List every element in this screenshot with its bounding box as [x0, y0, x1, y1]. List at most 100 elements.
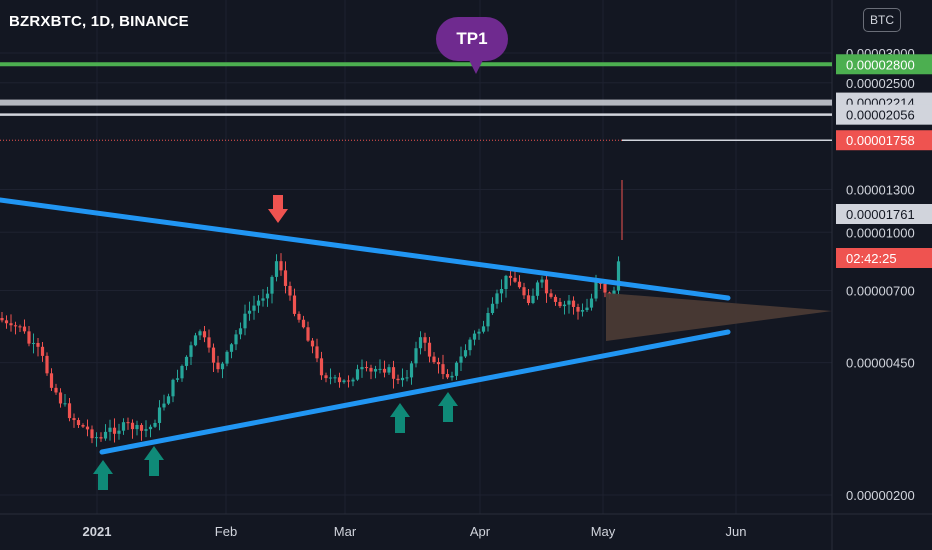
candle	[18, 324, 22, 333]
level-tag-bg	[836, 104, 932, 125]
candle	[247, 301, 252, 321]
candle	[175, 369, 180, 383]
candle-body	[513, 277, 517, 282]
candle-body	[229, 344, 234, 352]
candle	[261, 289, 265, 307]
candle	[306, 321, 310, 342]
candle-body	[202, 331, 207, 338]
candle-body	[274, 261, 279, 277]
candle-body	[576, 306, 580, 312]
candle-body	[148, 426, 153, 430]
candle	[193, 332, 198, 347]
candle-body	[553, 296, 558, 302]
candle-body	[450, 375, 454, 378]
candle-body	[207, 337, 211, 348]
candle-body	[364, 367, 369, 369]
candle-body	[459, 356, 463, 363]
time-tick-label: Apr	[470, 524, 491, 539]
candle-body	[67, 403, 72, 419]
candle	[364, 361, 369, 372]
candle	[580, 303, 585, 317]
candle-body	[382, 368, 387, 373]
candle-body	[49, 373, 54, 388]
candle-body	[121, 422, 126, 431]
candle-body	[189, 345, 193, 357]
candle-body	[252, 305, 256, 311]
time-tick-label: Mar	[334, 524, 357, 539]
countdown-tag-bg	[836, 248, 932, 268]
candle	[49, 368, 54, 391]
candle-body	[351, 379, 355, 382]
candle	[400, 368, 405, 387]
candle	[202, 325, 207, 343]
candle-body	[261, 298, 265, 301]
candle	[324, 372, 328, 383]
candle	[387, 364, 391, 375]
target-level-tag: 0.00002800	[846, 57, 915, 72]
candle-body	[139, 424, 144, 431]
candle-body	[328, 377, 333, 379]
target-level-tag-bg	[836, 54, 932, 75]
candle	[216, 355, 220, 373]
candle-body	[180, 365, 184, 379]
candle-body	[153, 422, 157, 427]
candle-body	[193, 335, 198, 346]
candle	[207, 329, 211, 353]
candle-body	[373, 368, 378, 372]
candle	[499, 279, 504, 303]
time-tick-label: Jun	[726, 524, 747, 539]
candle	[126, 417, 130, 430]
candle	[378, 359, 382, 374]
candle	[288, 281, 292, 301]
candle-body	[130, 422, 135, 430]
candle-body	[360, 367, 364, 370]
candle-body	[175, 378, 180, 380]
candle-body	[486, 313, 490, 327]
candle	[544, 273, 549, 303]
candle-body	[184, 356, 189, 366]
candle-body	[9, 323, 13, 326]
candle-body	[162, 403, 166, 408]
candle-body	[166, 396, 171, 404]
candle	[333, 374, 337, 383]
buy-arrow-marker	[93, 460, 113, 490]
candle-body	[445, 374, 450, 378]
arrow-up-icon	[438, 392, 458, 422]
time-axis: 2021 Feb Mar Apr May Jun	[83, 524, 747, 539]
candle-body	[324, 375, 328, 379]
last-price-tag-bg	[836, 130, 932, 151]
candle-body	[342, 380, 346, 383]
candle-body	[238, 328, 243, 335]
candle-body	[540, 279, 544, 283]
candle	[486, 307, 490, 332]
candle-body	[517, 281, 522, 288]
candle	[360, 359, 364, 378]
candle	[94, 432, 99, 447]
tp-annotation-tail	[468, 58, 484, 74]
candle	[522, 282, 526, 299]
candle	[40, 342, 45, 362]
time-tick-label: Feb	[215, 524, 237, 539]
candle-body	[54, 387, 58, 393]
currency-badge[interactable]: BTC	[863, 8, 901, 32]
candle-body	[306, 327, 310, 341]
candle-body	[585, 307, 589, 311]
price-tick-label: 0.00000450	[846, 356, 915, 371]
candle-body	[612, 290, 616, 295]
candle-body	[216, 362, 220, 370]
candle-body	[90, 429, 94, 439]
candle	[517, 275, 522, 289]
candle	[265, 286, 270, 307]
price-tick-label: 0.00000700	[846, 284, 915, 299]
candle	[238, 322, 243, 340]
candle-body	[549, 293, 553, 297]
candle-body	[477, 331, 481, 334]
buy-arrow-marker	[438, 392, 458, 422]
candle-body	[22, 326, 27, 332]
candle-body	[472, 333, 477, 340]
candle-body	[247, 310, 252, 314]
candle	[319, 351, 324, 380]
candle	[369, 364, 373, 380]
